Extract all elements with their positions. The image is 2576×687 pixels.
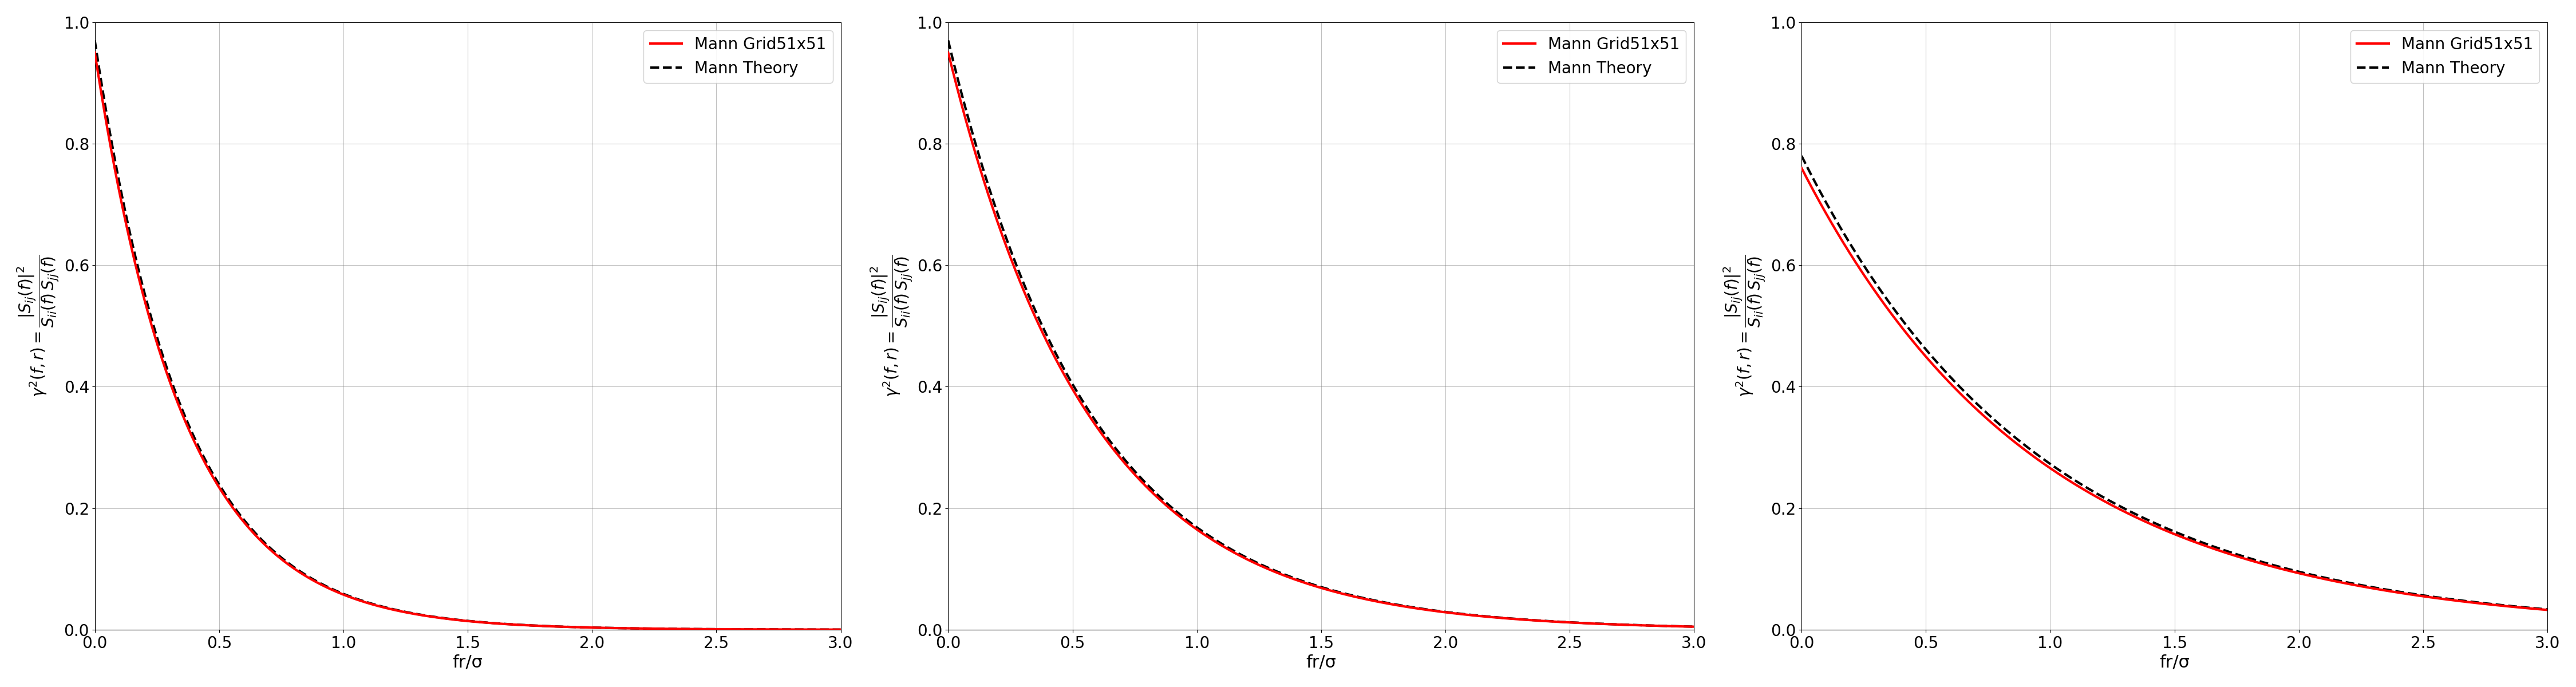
Mann Grid51x51	[2509, 604, 2540, 612]
Y-axis label: $\gamma^2(f, r) = \dfrac{|S_{ij}(f)|^2}{S_{ii}(f)\, S_{jj}(f)}$: $\gamma^2(f, r) = \dfrac{|S_{ij}(f)|^2}{…	[15, 254, 62, 398]
Mann Theory	[1656, 622, 1687, 630]
Mann Grid51x51	[1785, 164, 1816, 172]
Mann Theory	[824, 625, 855, 633]
Mann Grid51x51	[667, 624, 698, 633]
Y-axis label: $\gamma^2(f, r) = \dfrac{|S_{ij}(f)|^2}{S_{ii}(f)\, S_{jj}(f)}$: $\gamma^2(f, r) = \dfrac{|S_{ij}(f)|^2}{…	[1723, 254, 1767, 398]
Mann Grid51x51	[1275, 574, 1306, 582]
Mann Grid51x51	[1656, 622, 1687, 630]
Mann Theory	[1656, 622, 1687, 630]
Line: Mann Theory: Mann Theory	[95, 41, 840, 629]
Mann Grid51x51	[443, 616, 474, 624]
Line: Mann Grid51x51: Mann Grid51x51	[95, 53, 840, 629]
Legend: Mann Grid51x51, Mann Theory: Mann Grid51x51, Mann Theory	[1497, 30, 1687, 83]
Mann Grid51x51	[1824, 232, 1855, 240]
Mann Grid51x51	[933, 49, 963, 57]
Mann Grid51x51	[1520, 616, 1551, 624]
X-axis label: fr/σ: fr/σ	[453, 655, 482, 671]
Mann Grid51x51	[804, 625, 835, 633]
Mann Theory	[971, 174, 1002, 183]
Mann Grid51x51	[2148, 526, 2179, 534]
Mann Grid51x51	[2532, 606, 2563, 614]
Mann Theory	[1824, 222, 1855, 230]
Mann Grid51x51	[824, 625, 855, 633]
Mann Theory	[1275, 573, 1306, 581]
Mann Theory	[2128, 515, 2159, 523]
Mann Theory	[2372, 586, 2403, 594]
Mann Theory	[422, 613, 453, 622]
Mann Theory	[933, 36, 963, 45]
Mann Grid51x51	[422, 613, 453, 622]
Mann Grid51x51	[80, 49, 111, 57]
Mann Theory	[804, 625, 835, 633]
Mann Theory	[2509, 603, 2540, 611]
Line: Mann Grid51x51: Mann Grid51x51	[948, 53, 1695, 627]
Mann Theory	[1680, 622, 1710, 631]
X-axis label: fr/σ: fr/σ	[1306, 655, 1337, 671]
Line: Mann Theory: Mann Theory	[1801, 156, 2548, 609]
Line: Mann Theory: Mann Theory	[948, 41, 1695, 627]
Mann Grid51x51	[118, 249, 149, 258]
Mann Theory	[1785, 152, 1816, 160]
Mann Theory	[443, 616, 474, 624]
Mann Grid51x51	[2509, 604, 2540, 612]
Mann Grid51x51	[971, 184, 1002, 192]
Mann Grid51x51	[1656, 622, 1687, 630]
Mann Theory	[2148, 523, 2179, 532]
Mann Theory	[80, 36, 111, 45]
Mann Theory	[2532, 605, 2563, 613]
Mann Grid51x51	[804, 625, 835, 633]
Line: Mann Grid51x51: Mann Grid51x51	[1801, 168, 2548, 610]
Mann Grid51x51	[2128, 517, 2159, 526]
Mann Grid51x51	[1296, 581, 1327, 589]
X-axis label: fr/σ: fr/σ	[2159, 655, 2190, 671]
Mann Theory	[804, 625, 835, 633]
Y-axis label: $\gamma^2(f, r) = \dfrac{|S_{ij}(f)|^2}{S_{ii}(f)\, S_{jj}(f)}$: $\gamma^2(f, r) = \dfrac{|S_{ij}(f)|^2}{…	[868, 254, 914, 398]
Mann Theory	[1520, 616, 1551, 624]
Mann Theory	[118, 242, 149, 250]
Legend: Mann Grid51x51, Mann Theory: Mann Grid51x51, Mann Theory	[644, 30, 832, 83]
Mann Grid51x51	[2372, 587, 2403, 595]
Mann Theory	[1296, 580, 1327, 588]
Mann Theory	[667, 624, 698, 633]
Legend: Mann Grid51x51, Mann Theory: Mann Grid51x51, Mann Theory	[2349, 30, 2540, 83]
Mann Grid51x51	[1680, 622, 1710, 631]
Mann Theory	[2509, 603, 2540, 611]
